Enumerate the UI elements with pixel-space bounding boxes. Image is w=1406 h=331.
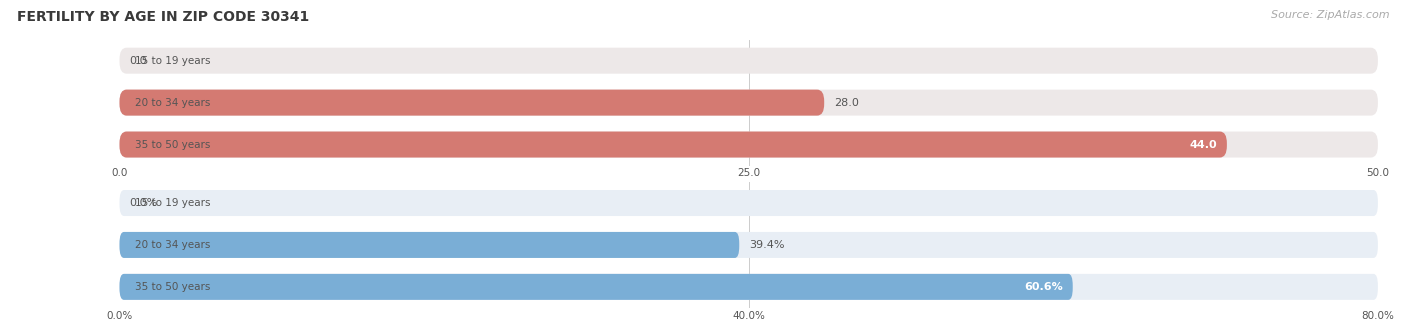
FancyBboxPatch shape bbox=[120, 274, 1378, 300]
Text: 15 to 19 years: 15 to 19 years bbox=[135, 198, 209, 208]
Text: 39.4%: 39.4% bbox=[749, 240, 785, 250]
Text: 28.0: 28.0 bbox=[834, 98, 859, 108]
Text: 0.0: 0.0 bbox=[129, 56, 148, 66]
FancyBboxPatch shape bbox=[120, 232, 740, 258]
FancyBboxPatch shape bbox=[120, 48, 1378, 74]
Text: 35 to 50 years: 35 to 50 years bbox=[135, 140, 209, 150]
Text: 35 to 50 years: 35 to 50 years bbox=[135, 282, 209, 292]
Text: 15 to 19 years: 15 to 19 years bbox=[135, 56, 209, 66]
FancyBboxPatch shape bbox=[120, 274, 1073, 300]
FancyBboxPatch shape bbox=[120, 131, 1378, 158]
Text: Source: ZipAtlas.com: Source: ZipAtlas.com bbox=[1271, 10, 1389, 20]
FancyBboxPatch shape bbox=[120, 90, 824, 116]
Text: 20 to 34 years: 20 to 34 years bbox=[135, 240, 209, 250]
Text: 60.6%: 60.6% bbox=[1024, 282, 1063, 292]
Text: 44.0: 44.0 bbox=[1189, 140, 1216, 150]
Text: 20 to 34 years: 20 to 34 years bbox=[135, 98, 209, 108]
FancyBboxPatch shape bbox=[120, 131, 1227, 158]
FancyBboxPatch shape bbox=[120, 232, 1378, 258]
FancyBboxPatch shape bbox=[120, 90, 1378, 116]
Text: FERTILITY BY AGE IN ZIP CODE 30341: FERTILITY BY AGE IN ZIP CODE 30341 bbox=[17, 10, 309, 24]
Text: 0.0%: 0.0% bbox=[129, 198, 157, 208]
FancyBboxPatch shape bbox=[120, 190, 1378, 216]
